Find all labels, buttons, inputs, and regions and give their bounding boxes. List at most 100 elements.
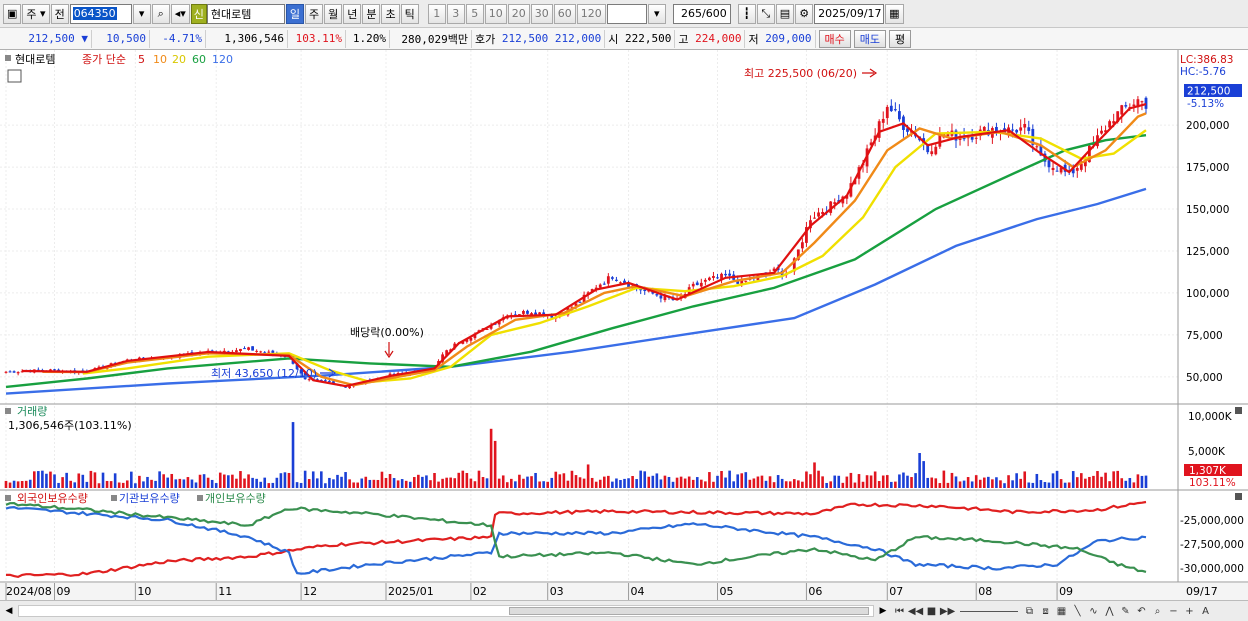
volume-bar xyxy=(138,475,141,488)
volume-bar xyxy=(1047,482,1051,488)
cascade-icon[interactable]: ⧈ xyxy=(1042,605,1049,617)
interval-button-5[interactable]: 5 xyxy=(465,3,484,24)
interval-button-60[interactable]: 60 xyxy=(553,3,576,24)
volume-bar xyxy=(631,476,634,488)
draw-tool-icon[interactable]: ✎ xyxy=(1121,605,1130,617)
scroll-right-icon[interactable]: ▶ xyxy=(879,606,887,616)
x-axis-label: 2025/01 xyxy=(388,585,434,598)
period-tab-1[interactable]: 주 xyxy=(304,3,324,24)
chart-settings-icon[interactable]: ▣ xyxy=(3,3,22,24)
first-page-icon[interactable]: ⏮ xyxy=(895,605,904,617)
zoom-out-icon[interactable]: − xyxy=(1169,605,1178,617)
next-page-icon[interactable]: ▶▶ xyxy=(939,605,956,617)
period-unit-select[interactable]: 주 ▾ xyxy=(22,3,50,24)
candle-body xyxy=(235,350,238,353)
interval-button-3[interactable]: 3 xyxy=(446,3,465,24)
interval-dropdown-icon[interactable]: ▾ xyxy=(647,3,666,24)
sell-button[interactable]: 매도 xyxy=(853,29,887,48)
prev-button[interactable]: 전 xyxy=(50,3,69,24)
stock-chart[interactable]: 2024/08 09 10 11 12 2025/01 02 03 04 05 06 07 08 09 현… xyxy=(0,50,1248,600)
volume-bar xyxy=(687,476,691,488)
candle-body xyxy=(1120,105,1124,115)
scroll-left-icon[interactable]: ◀ xyxy=(5,606,13,616)
eval-button[interactable]: 평 xyxy=(889,29,912,48)
period-tab-4[interactable]: 분 xyxy=(362,3,381,24)
volume-bar xyxy=(449,477,452,488)
volume-bar xyxy=(1015,473,1018,488)
volume-bar xyxy=(1124,480,1128,488)
period-tab-0[interactable]: 일 xyxy=(285,3,304,24)
scroll-thumb[interactable] xyxy=(509,607,869,615)
period-tab-5[interactable]: 초 xyxy=(381,3,400,24)
search-icon[interactable]: ⌕ xyxy=(151,3,170,24)
candle-body xyxy=(1011,129,1014,131)
candle-icon[interactable]: ┇ xyxy=(737,3,756,24)
gear-icon[interactable]: ⚙ xyxy=(795,3,814,24)
trend-tool-icon[interactable]: ∿ xyxy=(1089,605,1098,617)
volume-bar xyxy=(360,478,364,488)
code-dropdown-icon[interactable]: ▾ xyxy=(132,3,151,24)
candle-body xyxy=(97,366,101,368)
volume-bar xyxy=(671,481,675,488)
candle-body xyxy=(805,227,808,243)
candle-body xyxy=(602,283,606,285)
candle-body xyxy=(1132,104,1136,107)
volume-bar xyxy=(1136,474,1140,488)
volume-bar xyxy=(643,471,647,488)
period-tab-6[interactable]: 틱 xyxy=(400,3,419,24)
volume-bar xyxy=(222,474,226,488)
volume-bar xyxy=(574,475,578,488)
buy-button[interactable]: 매수 xyxy=(818,29,851,48)
period-tab-3[interactable]: 년 xyxy=(343,3,362,24)
stock-code-input[interactable]: 064350 xyxy=(69,3,132,24)
high-value: 224,000 xyxy=(695,32,742,45)
count-field[interactable]: 265/600 xyxy=(672,3,731,24)
zoom-slider[interactable] xyxy=(960,610,1018,612)
volume-bar xyxy=(752,478,756,488)
line-tool-icon[interactable]: ╲ xyxy=(1074,605,1081,617)
volume-bar xyxy=(154,480,157,488)
candle-body xyxy=(8,371,12,373)
speaker-icon[interactable]: ◂▾ xyxy=(170,3,190,24)
volume-bar xyxy=(121,482,125,488)
stop-icon[interactable]: ■ xyxy=(926,605,937,617)
volume-bar xyxy=(744,472,748,488)
interval-button-1[interactable]: 1 xyxy=(427,3,446,24)
grid-icon[interactable]: ▦ xyxy=(1056,605,1067,617)
volume-bar xyxy=(881,475,885,488)
save-icon[interactable]: ▤ xyxy=(775,3,795,24)
volume-bar xyxy=(849,472,853,488)
magnify-icon[interactable]: ⌕ xyxy=(1154,605,1161,617)
date-field[interactable]: 2025/09/17 xyxy=(814,3,885,24)
window-icon[interactable]: ⧉ xyxy=(1025,605,1034,617)
period-tab-2[interactable]: 월 xyxy=(324,3,343,24)
prev-page-icon[interactable]: ◀◀ xyxy=(907,605,924,617)
vol-tick-10000k: 10,000K xyxy=(1188,411,1233,423)
table-toggle-icon[interactable] xyxy=(7,69,22,83)
compare-icon[interactable]: ⤡ xyxy=(756,3,775,24)
calendar-icon[interactable]: ▦ xyxy=(885,3,904,24)
undo-icon[interactable]: ↶ xyxy=(1137,605,1146,617)
holdings-close-icon[interactable] xyxy=(1235,493,1242,500)
price-value: 212,500 xyxy=(28,32,75,45)
candle-body xyxy=(958,137,962,140)
interval-input[interactable] xyxy=(606,3,647,24)
interval-button-120[interactable]: 120 xyxy=(576,3,606,24)
fib-tool-icon[interactable]: ⋀ xyxy=(1105,605,1114,617)
scroll-track[interactable] xyxy=(18,605,874,617)
volume-bar xyxy=(352,482,355,488)
volume-bar xyxy=(376,479,380,488)
stock-name-field[interactable]: 현대로템 xyxy=(206,3,285,24)
interval-button-10[interactable]: 10 xyxy=(484,3,507,24)
candle-body xyxy=(800,242,804,249)
text-tool-icon[interactable]: A xyxy=(1202,605,1209,617)
interval-button-20[interactable]: 20 xyxy=(507,3,530,24)
volume-close-icon[interactable] xyxy=(1235,407,1242,414)
volume-bar xyxy=(958,481,962,488)
x-axis-label: 12 xyxy=(303,585,317,598)
hc-label: HC:-5.76 xyxy=(1180,66,1226,78)
legend-foreign: 외국인보유수량 xyxy=(17,492,88,505)
zoom-in-icon[interactable]: + xyxy=(1185,605,1194,617)
interval-button-30[interactable]: 30 xyxy=(530,3,553,24)
candle-body xyxy=(744,280,748,282)
